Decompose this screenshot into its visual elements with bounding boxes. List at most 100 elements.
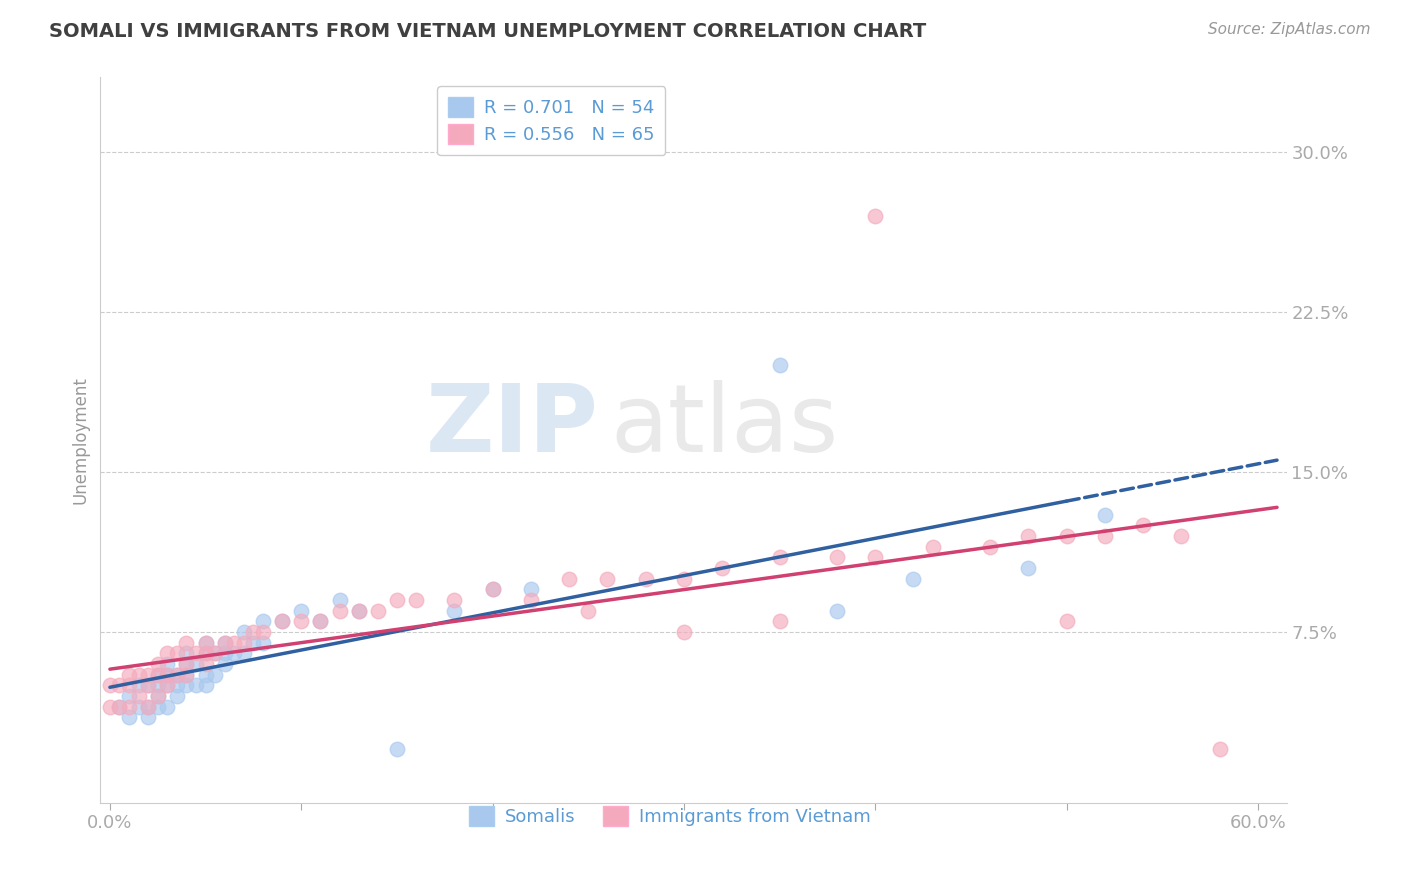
Point [672, 624, 695, 639]
Point [146, 689, 169, 703]
Point [166, 667, 188, 681]
Point [194, 678, 217, 692]
Point [118, 710, 141, 724]
Point [1094, 508, 1116, 522]
Point [768, 615, 790, 629]
Point [596, 572, 619, 586]
Point [405, 593, 427, 607]
Point [672, 572, 695, 586]
Point [290, 615, 312, 629]
Legend: Somalis, Immigrants from Vietnam: Somalis, Immigrants from Vietnam [461, 799, 877, 833]
Point [863, 550, 886, 565]
Point [328, 604, 350, 618]
Point [136, 699, 159, 714]
Point [921, 540, 943, 554]
Point [1170, 529, 1192, 543]
Point [128, 689, 150, 703]
Point [136, 699, 159, 714]
Point [271, 615, 294, 629]
Point [118, 678, 141, 692]
Point [176, 667, 198, 681]
Point [146, 667, 169, 681]
Point [385, 593, 408, 607]
Point [204, 667, 226, 681]
Point [232, 635, 254, 649]
Point [184, 657, 207, 671]
Point [194, 635, 217, 649]
Point [184, 646, 207, 660]
Point [166, 646, 188, 660]
Point [194, 646, 217, 660]
Point [252, 615, 274, 629]
Point [711, 561, 734, 575]
Point [194, 657, 217, 671]
Point [108, 699, 131, 714]
Point [136, 678, 159, 692]
Point [156, 667, 179, 681]
Point [242, 624, 264, 639]
Point [825, 604, 848, 618]
Point [146, 657, 169, 671]
Point [176, 635, 198, 649]
Point [1132, 518, 1154, 533]
Point [214, 635, 236, 649]
Point [328, 593, 350, 607]
Point [108, 699, 131, 714]
Point [347, 604, 370, 618]
Point [156, 646, 179, 660]
Point [863, 209, 886, 223]
Point [136, 678, 159, 692]
Point [118, 689, 141, 703]
Point [204, 646, 226, 660]
Point [166, 689, 188, 703]
Point [385, 742, 408, 756]
Point [252, 635, 274, 649]
Point [232, 624, 254, 639]
Point [128, 678, 150, 692]
Point [214, 635, 236, 649]
Point [224, 635, 246, 649]
Point [194, 646, 217, 660]
Point [166, 678, 188, 692]
Point [108, 678, 131, 692]
Point [443, 593, 465, 607]
Point [1208, 742, 1230, 756]
Point [825, 550, 848, 565]
Point [271, 615, 294, 629]
Point [1094, 529, 1116, 543]
Point [118, 699, 141, 714]
Y-axis label: Unemployment: Unemployment [72, 376, 89, 504]
Point [481, 582, 503, 597]
Point [156, 678, 179, 692]
Point [309, 615, 332, 629]
Point [214, 657, 236, 671]
Point [128, 699, 150, 714]
Point [176, 646, 198, 660]
Point [242, 635, 264, 649]
Point [136, 667, 159, 681]
Point [156, 667, 179, 681]
Point [903, 572, 925, 586]
Point [347, 604, 370, 618]
Point [156, 678, 179, 692]
Point [166, 667, 188, 681]
Text: Source: ZipAtlas.com: Source: ZipAtlas.com [1208, 22, 1371, 37]
Point [252, 624, 274, 639]
Point [481, 582, 503, 597]
Point [176, 657, 198, 671]
Point [194, 635, 217, 649]
Point [146, 699, 169, 714]
Point [176, 667, 198, 681]
Point [146, 678, 169, 692]
Point [98, 678, 121, 692]
Point [290, 604, 312, 618]
Point [520, 593, 543, 607]
Point [128, 667, 150, 681]
Point [118, 667, 141, 681]
Point [1056, 529, 1078, 543]
Point [214, 646, 236, 660]
Point [1056, 615, 1078, 629]
Point [443, 604, 465, 618]
Point [224, 646, 246, 660]
Point [979, 540, 1001, 554]
